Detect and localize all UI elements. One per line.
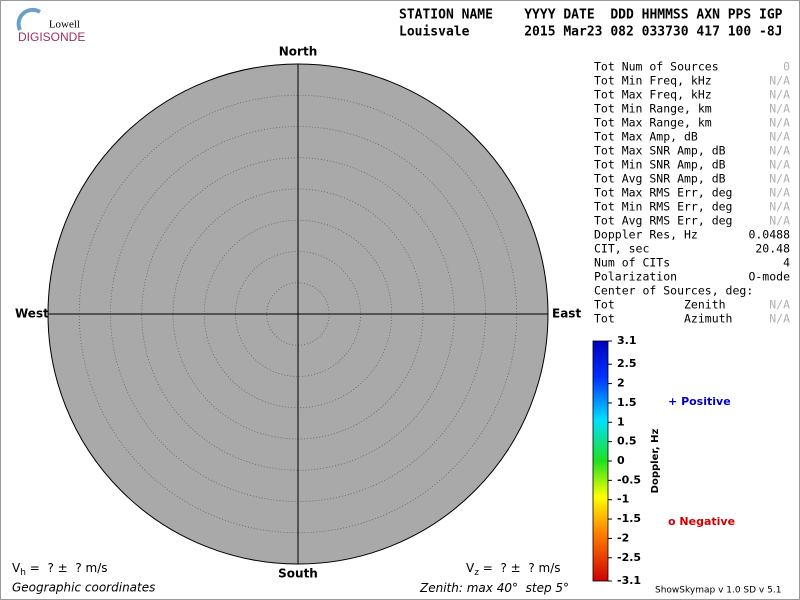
direction-label: North: [279, 45, 317, 59]
zenith-step: 5: [555, 581, 563, 595]
stat-value: 4: [783, 256, 790, 270]
stat-label: Polarization: [594, 270, 677, 284]
legend-marker: +: [668, 395, 677, 408]
stat-value: N/A: [769, 74, 790, 88]
stat-value: N/A: [769, 312, 790, 326]
colorbar-tick-label: 0.5: [617, 435, 637, 448]
zenith-step-label: step: [526, 581, 552, 595]
stat-label: Tot Avg RMS Err, deg: [594, 214, 732, 228]
stat-label: Tot Min RMS Err, deg: [594, 200, 732, 214]
velocity-text: = ? ± ? m/s: [483, 561, 561, 575]
stat-label: Tot Max RMS Err, deg: [594, 186, 732, 200]
stat-label: CIT, sec: [594, 242, 649, 256]
velocity-sub: z: [474, 568, 479, 578]
colorbar-tick-label: 2: [617, 377, 625, 390]
legend-name: Negative: [679, 515, 735, 528]
legend-name: Positive: [681, 395, 731, 408]
stat-label: Tot Min SNR Amp, dB: [594, 158, 726, 172]
stat-value: N/A: [769, 172, 790, 186]
colorbar-tick-label: -0.5: [617, 473, 641, 486]
stat-value: N/A: [769, 130, 790, 144]
header-line: Louisvale 2015 Mar23 082 033730 417 100 …: [399, 25, 783, 40]
colorbar-tick-label: -2: [617, 531, 629, 544]
stats-table: Tot Num of Sources 0 Tot Min Freq, kHz N/A T…: [594, 60, 790, 326]
colorbar-tick-label: 3.1: [617, 334, 637, 347]
stat-value: N/A: [769, 298, 790, 312]
colorbar-tick-label: -2.5: [617, 551, 641, 564]
stat-value: N/A: [769, 88, 790, 102]
zenith-label: Zenith: max: [419, 581, 494, 595]
colorbar: 3.1 2.5 2 1.5 1 0.5 0 -0.5 -1 -1.5 -2 -2.5 -3.1 + Pos…: [592, 334, 735, 587]
version: ShowSkymap v 1.0 SD v 5.1: [655, 586, 781, 596]
stat-label: Tot Min Freq, kHz: [594, 74, 712, 88]
stat-label: Tot Max Amp, dB: [594, 130, 698, 144]
stat-label: Tot Zenith: [594, 298, 726, 312]
zenith-unit: °: [512, 581, 518, 595]
stat-label: Tot Max Freq, kHz: [594, 88, 712, 102]
velocity: Vh = ? ± ? m/s: [12, 561, 107, 579]
colorbar-tick-label: -1: [617, 493, 629, 506]
coordinates: Geographic coordinates: [12, 581, 155, 595]
colorbar-tick-label: -1.5: [617, 512, 641, 525]
colorbar-tick-label: 1: [617, 415, 625, 428]
stat-value: N/A: [769, 158, 790, 172]
colorbar-tick-label: 1.5: [617, 396, 637, 409]
colorbar-tick-label: -3.1: [617, 574, 641, 587]
stat-value: N/A: [769, 214, 790, 228]
stat-value: 0.0488: [748, 228, 790, 242]
colorbar-tick-label: 2.5: [617, 357, 637, 370]
direction-label: West: [15, 307, 49, 321]
stat-value: 0: [783, 60, 790, 74]
stat-label: Tot Azimuth: [594, 312, 732, 326]
zenith-unit: °: [563, 581, 569, 595]
header-line: STATION NAME YYYY DATE DDD HHMMSS AXN PP…: [399, 8, 783, 23]
stat-value: N/A: [769, 200, 790, 214]
stat-label: Num of CITs: [594, 256, 670, 270]
stat-label: Tot Max SNR Amp, dB: [594, 144, 726, 158]
direction-label: East: [552, 307, 581, 321]
stat-label: Tot Avg SNR Amp, dB: [594, 172, 726, 186]
stat-value: N/A: [769, 116, 790, 130]
stat-value: N/A: [769, 186, 790, 200]
zenith-info: Zenith: max 40° step 5°: [419, 581, 569, 595]
legend-entry: o Negative: [668, 515, 735, 528]
stat-label: Doppler Res, Hz: [594, 228, 698, 242]
stat-value: N/A: [769, 102, 790, 116]
stat-label: Tot Num of Sources: [594, 60, 719, 74]
logo-top: Lowell: [49, 19, 80, 31]
stat-value: N/A: [769, 144, 790, 158]
stat-value: 20.48: [755, 242, 790, 256]
velocity-sub: h: [20, 568, 26, 578]
velocity-text: = ? ± ? m/s: [30, 561, 108, 575]
velocity-symbol: V: [466, 561, 475, 575]
logo-arc: [16, 7, 42, 31]
colorbar-scale: [592, 340, 609, 582]
velocity-symbol: V: [12, 561, 21, 575]
zenith-max: 40: [497, 581, 513, 595]
colorbar-label: Doppler, Hz: [650, 429, 661, 494]
legend-marker: o: [668, 515, 676, 528]
stat-label: Tot Max Range, km: [594, 116, 712, 130]
stat-value: O-mode: [748, 270, 790, 284]
velocity: Vz = ? ± ? m/s: [466, 561, 561, 579]
legend-entry: + Positive: [668, 395, 731, 408]
logo-bottom: DIGISONDE: [18, 30, 85, 44]
stat-label: Center of Sources, deg:: [594, 284, 753, 298]
stat-label: Tot Min Range, km: [594, 102, 712, 116]
skymap-plot: North South West East: [15, 45, 581, 581]
colorbar-tick-label: 0: [617, 454, 625, 467]
direction-label: South: [278, 567, 318, 581]
